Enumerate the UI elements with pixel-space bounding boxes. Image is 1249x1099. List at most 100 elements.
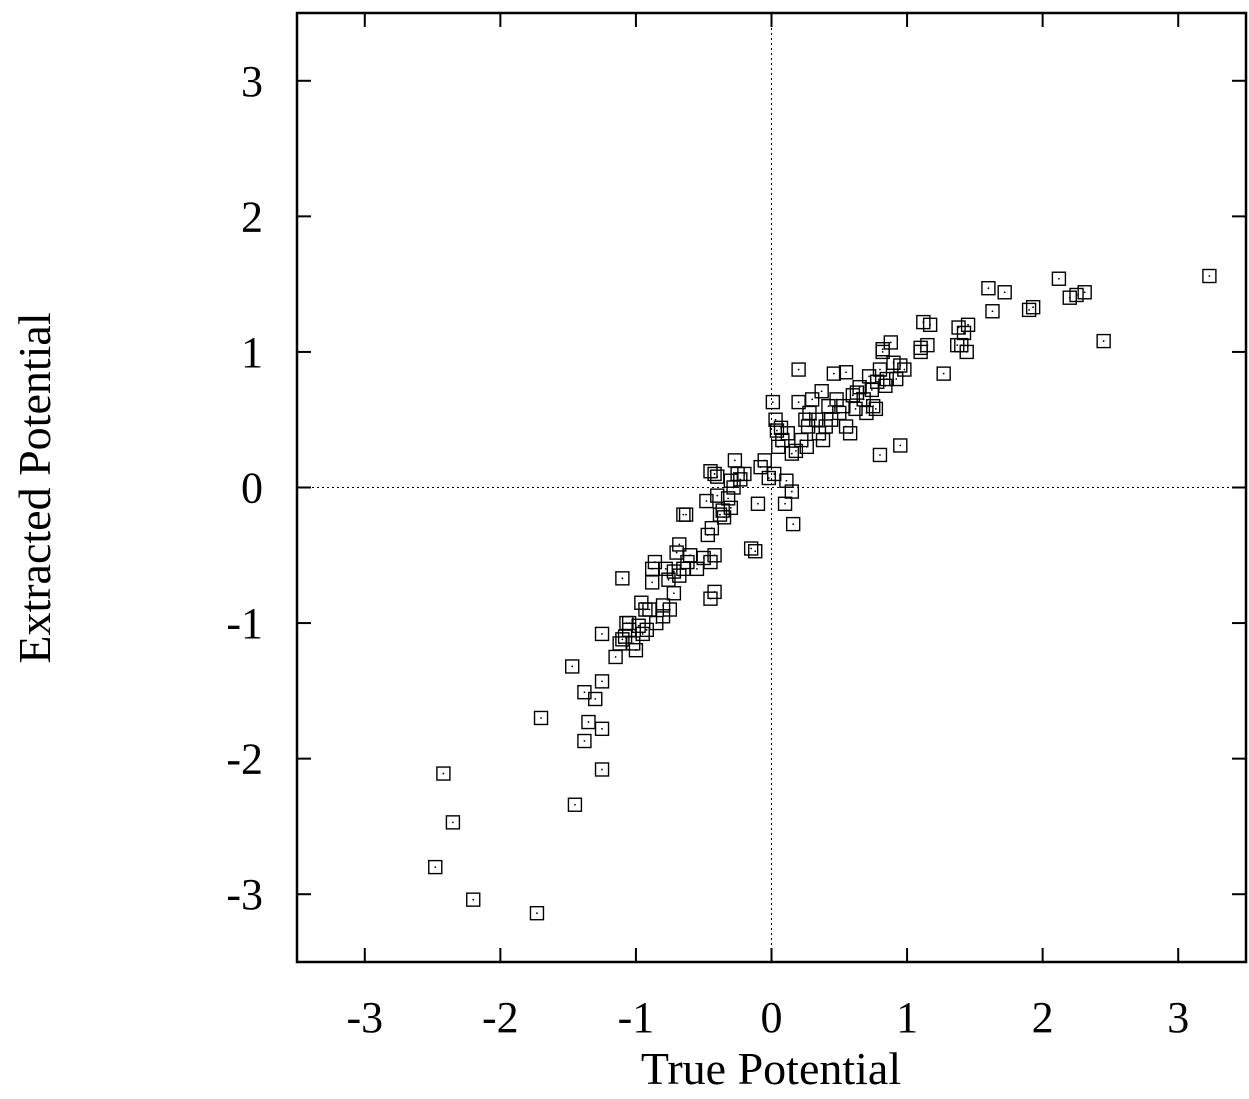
data-point-dot (967, 323, 969, 326)
data-point-dot (1058, 277, 1060, 280)
y-tick-label: 1 (241, 328, 263, 377)
data-point-square (567, 797, 583, 812)
axis-ticks (297, 13, 1246, 962)
y-tick-label: -1 (226, 599, 263, 648)
x-tick-labels: -3 -2 -1 0 1 2 3 (346, 993, 1189, 1042)
data-point (788, 443, 804, 459)
data-point (678, 507, 694, 522)
data-point-dot (442, 772, 445, 775)
data-point-dot (919, 346, 922, 349)
data-point-square (893, 438, 908, 453)
data-point-square (748, 544, 763, 559)
data-point (567, 797, 583, 812)
data-point-dot (892, 361, 895, 364)
data-point-square (814, 384, 829, 399)
data-point-dot (472, 898, 475, 901)
data-point-square (791, 394, 806, 410)
data-point-square (615, 571, 630, 586)
data-point (872, 447, 888, 463)
data-point-dot (868, 375, 871, 378)
data-point (1051, 271, 1067, 286)
data-point-dot (618, 642, 621, 645)
data-point-dot (870, 388, 873, 391)
data-point-dot (640, 601, 643, 604)
data-point (631, 618, 646, 633)
data-point-dot (583, 740, 586, 742)
data-point-square (849, 385, 865, 400)
data-point (594, 762, 610, 777)
data-point (916, 314, 931, 330)
data-point (581, 714, 596, 730)
data-point-dot (571, 665, 574, 668)
data-point-dot (845, 371, 847, 374)
data-point (861, 369, 877, 384)
x-tick-label: -3 (346, 993, 383, 1042)
data-point-dot (540, 717, 542, 719)
data-point-dot (1003, 291, 1006, 294)
data-point-square (727, 453, 743, 468)
data-point-dot (987, 287, 990, 290)
data-point-dot (716, 494, 719, 497)
data-point (913, 340, 928, 356)
data-point-dot (889, 341, 892, 344)
data-point-dot (790, 452, 793, 455)
data-point (784, 446, 800, 461)
data-point-square (861, 369, 877, 384)
data-point-dot (1068, 296, 1071, 299)
data-point-dot (854, 407, 857, 410)
data-point-dot (713, 473, 716, 475)
data-point-dot (960, 344, 963, 347)
data-point (761, 470, 776, 486)
data-point-square (594, 674, 610, 689)
data-point (814, 384, 829, 399)
data-point-dot (625, 622, 628, 624)
data-point-dot (818, 432, 820, 435)
data-point-square (720, 491, 736, 506)
data-point-square (700, 527, 715, 543)
data-point-dot (729, 479, 732, 482)
data-point (466, 892, 481, 907)
data-point (720, 491, 736, 506)
data-point-dot (655, 622, 658, 624)
data-point-dot (574, 803, 576, 806)
data-point-dot (672, 592, 675, 595)
data-point-dot (729, 506, 732, 509)
data-point-square (672, 537, 687, 552)
data-point (936, 366, 951, 381)
data-point (768, 412, 783, 427)
data-point-square (707, 466, 722, 482)
data-point-square (798, 412, 813, 427)
data-point-dot (675, 551, 678, 554)
data-point-square (594, 626, 610, 642)
data-point-square (631, 618, 646, 633)
data-point (773, 420, 789, 436)
data-point-dot (621, 638, 624, 641)
data-point-square (676, 507, 691, 522)
y-tick-label: 2 (241, 192, 263, 241)
data-point-dot (594, 698, 597, 700)
data-point (750, 496, 766, 511)
data-point (669, 545, 684, 560)
data-point-dot (776, 429, 778, 432)
data-point (1062, 290, 1077, 305)
data-point-dot (957, 326, 960, 329)
data-point-square (1096, 333, 1111, 349)
data-point (1025, 299, 1041, 315)
data-point-square (743, 541, 759, 556)
data-point-dot (536, 912, 538, 915)
data-point (594, 674, 610, 689)
data-point-square (594, 762, 610, 777)
data-point (1077, 285, 1092, 300)
data-point (428, 859, 443, 875)
data-point (700, 527, 715, 543)
data-point-dot (664, 567, 667, 570)
plot-frame (295, 11, 1248, 964)
y-tick-label: -3 (226, 870, 263, 919)
data-point-square (634, 595, 649, 610)
data-point (615, 571, 630, 586)
data-point-square (916, 314, 931, 330)
data-point-square (639, 622, 654, 638)
data-point-square (981, 281, 996, 296)
data-point-dot (682, 513, 685, 516)
